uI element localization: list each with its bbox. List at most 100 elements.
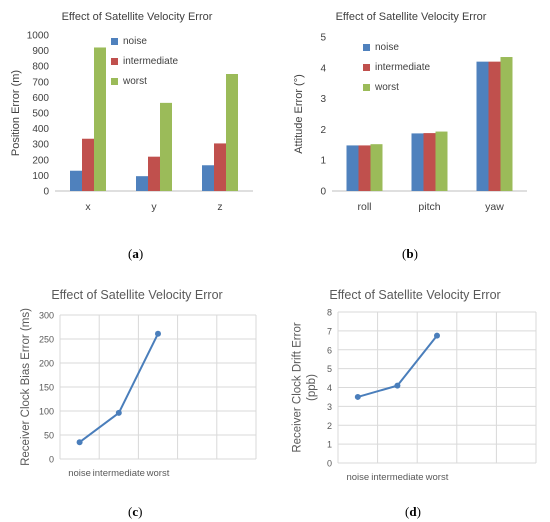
- bar-worst: [435, 131, 448, 191]
- y-tick-label: 0: [320, 187, 326, 198]
- bar-intermediate: [358, 145, 371, 191]
- legend-item-intermediate: intermediate: [111, 51, 178, 71]
- panel-c: Effect of Satellite Velocity Error 0 50 10…: [3, 272, 271, 494]
- legend-item-worst: worst: [363, 77, 430, 97]
- y-tick-label: 900: [32, 46, 49, 57]
- x-tick-label: noise: [346, 472, 369, 483]
- y-tick-label: 1: [327, 440, 332, 450]
- legend-item-noise: noise: [363, 37, 430, 57]
- panel-b: Effect of Satellite Velocity Error 0 1 2 3 4…: [277, 3, 545, 235]
- legend-swatch-worst: [363, 83, 370, 91]
- y-tick-label: 8: [327, 308, 332, 318]
- caption-a: (a): [128, 246, 144, 261]
- panel-a-chart: 0 100 200 300 400 500 600 700 800 900 1000 Position…: [10, 31, 253, 213]
- x-tick-label: roll: [357, 201, 371, 213]
- x-tick-label: intermediate: [93, 468, 145, 479]
- x-tick-label: x: [85, 201, 91, 213]
- y-tick-label: 4: [327, 383, 332, 393]
- y-tick-label: 100: [39, 407, 54, 417]
- panel-b-chart: 0 1 2 3 4 5 Attitude Error (°) roll pitch yaw: [293, 33, 527, 213]
- legend-label: worst: [375, 81, 399, 93]
- y-tick-label: 1000: [27, 31, 50, 42]
- bar-intermediate: [214, 143, 226, 191]
- panel-b-title: Effect of Satellite Velocity Error: [335, 11, 487, 23]
- bar-noise: [411, 133, 424, 191]
- legend-swatch-intermediate: [363, 63, 370, 71]
- bar-intermediate: [82, 138, 94, 191]
- series-line: [79, 333, 159, 444]
- panel-a: Effect of Satellite Velocity Error 0 100 2…: [3, 3, 271, 235]
- y-tick-label: 6: [327, 345, 332, 355]
- panel-b-legend: noise intermediate worst: [363, 37, 430, 97]
- legend-swatch-noise: [111, 37, 118, 45]
- y-tick-label: 300: [32, 140, 49, 151]
- y-tick-label: 1: [320, 156, 326, 167]
- legend-swatch-noise: [363, 43, 370, 51]
- bar-worst: [370, 144, 383, 191]
- y-tick-label: 600: [32, 93, 49, 104]
- panel-a-legend: noise intermediate worst: [111, 31, 178, 91]
- y-axis-label: Receiver Clock Drift Error (ppb): [292, 322, 318, 453]
- y-tick-label: 50: [44, 431, 54, 441]
- data-point: [394, 382, 401, 389]
- y-tick-label: 200: [32, 155, 49, 166]
- y-tick-label: 0: [327, 459, 332, 469]
- bar-worst: [94, 47, 106, 192]
- legend-label: worst: [123, 75, 147, 87]
- bar-worst: [226, 74, 238, 191]
- x-tick-label: worst: [146, 468, 170, 479]
- y-tick-label: 5: [320, 33, 326, 44]
- y-tick-label: 250: [39, 335, 54, 345]
- y-tick-label: 2: [327, 421, 332, 431]
- y-tick-label: 200: [39, 359, 54, 369]
- y-tick-label: 700: [32, 77, 49, 88]
- x-tick-label: worst: [425, 472, 449, 483]
- legend-item-worst: worst: [111, 71, 178, 91]
- legend-label: intermediate: [123, 55, 179, 67]
- x-tick-label: intermediate: [371, 472, 423, 483]
- legend-item-intermediate: intermediate: [363, 57, 430, 77]
- bar-worst: [160, 102, 172, 191]
- x-tick-label: z: [217, 201, 222, 213]
- data-point: [434, 332, 440, 339]
- panel-a-title: Effect of Satellite Velocity Error: [61, 11, 213, 23]
- y-tick-label: 300: [39, 311, 54, 321]
- x-tick-label: yaw: [485, 201, 504, 213]
- legend-swatch-worst: [111, 77, 118, 85]
- bar-noise: [346, 145, 359, 191]
- caption-d: (d): [405, 504, 421, 519]
- bar-noise: [70, 170, 82, 191]
- data-point: [354, 393, 361, 400]
- panel-c-title: Effect of Satellite Velocity Error: [51, 288, 223, 302]
- x-tick-label: pitch: [418, 201, 440, 213]
- y-tick-label: 800: [32, 62, 49, 73]
- legend-label: noise: [123, 35, 147, 47]
- legend-swatch-intermediate: [111, 57, 118, 65]
- bar-noise: [136, 176, 148, 191]
- y-tick-label: 5: [327, 364, 332, 374]
- y-tick-label: 400: [32, 124, 49, 135]
- y-tick-label: 2: [320, 125, 326, 136]
- bar-intermediate: [423, 133, 436, 191]
- data-point: [155, 330, 161, 337]
- y-tick-label: 0: [49, 455, 54, 465]
- legend-item-noise: noise: [111, 31, 178, 51]
- panel-d: Effect of Satellite Velocity Error 0 1 2 3 4…: [281, 272, 549, 494]
- panel-c-chart: 0 50 100 150 200 250 300 Receiver Clock Bias Er…: [20, 308, 257, 479]
- panel-d-chart: 0 1 2 3 4 5 6 7 8 Receiver Clock Drift Error (ppb)…: [292, 308, 537, 483]
- legend-label: intermediate: [375, 61, 431, 73]
- caption-b: (b): [402, 246, 418, 261]
- y-axis-label: Position Error (m): [10, 70, 22, 156]
- y-tick-label: 150: [39, 383, 54, 393]
- y-axis-label: Attitude Error (°): [293, 74, 305, 154]
- y-tick-label: 7: [327, 326, 332, 336]
- y-tick-label: 500: [32, 109, 49, 120]
- x-tick-label: y: [151, 201, 157, 213]
- y-tick-label: 100: [32, 171, 49, 182]
- bar-intermediate: [488, 61, 501, 191]
- bar-noise: [476, 61, 489, 191]
- bar-noise: [202, 165, 214, 191]
- caption-c: (c): [128, 504, 143, 519]
- bar-intermediate: [148, 156, 160, 191]
- bar-worst: [500, 57, 513, 191]
